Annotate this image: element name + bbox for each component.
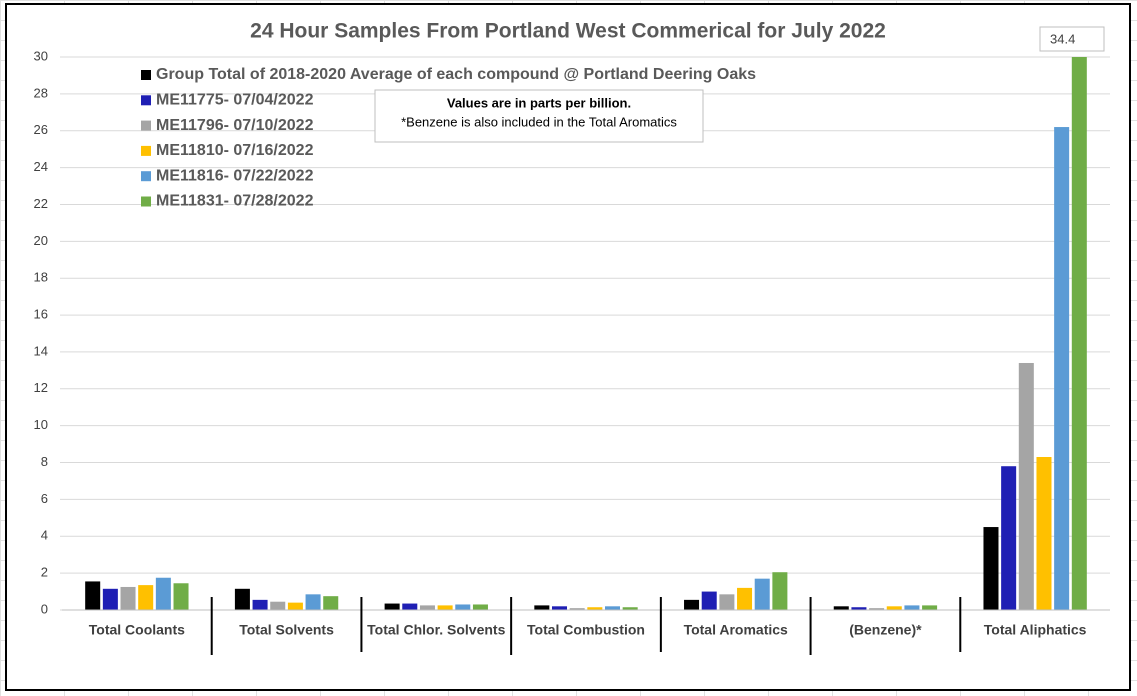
- y-tick-label: 12: [34, 380, 48, 395]
- y-tick-label: 16: [34, 307, 48, 322]
- y-tick-label: 22: [34, 196, 48, 211]
- bar: [604, 606, 621, 610]
- bar: [138, 585, 154, 610]
- bar: [983, 527, 999, 610]
- bar: [437, 605, 453, 610]
- bar: [1001, 466, 1017, 610]
- legend-swatch: [141, 120, 151, 131]
- bar: [886, 606, 902, 610]
- x-tick-label: Total Combustion: [527, 622, 645, 638]
- bar: [869, 608, 885, 610]
- bar: [1018, 362, 1034, 610]
- bar: [772, 572, 788, 610]
- legend-label: ME11796- 07/10/2022: [156, 117, 314, 134]
- bar: [102, 588, 118, 610]
- bar: [551, 606, 568, 610]
- legend-swatch: [141, 196, 151, 207]
- y-tick-label: 4: [41, 528, 48, 543]
- legend-label: Group Total of 2018-2020 Average of each…: [156, 66, 756, 83]
- y-tick-label: 14: [34, 343, 48, 358]
- bar: [701, 591, 717, 610]
- bar: [587, 607, 603, 610]
- legend-label: ME11775- 07/04/2022: [156, 92, 314, 109]
- data-label-box: [1039, 26, 1105, 52]
- bar: [252, 599, 268, 610]
- bar: [234, 588, 250, 610]
- bar: [155, 577, 171, 610]
- legend-swatch: [141, 95, 151, 106]
- legend-swatch: [141, 145, 151, 156]
- bar: [287, 602, 303, 610]
- bar: [833, 606, 849, 610]
- bar: [719, 594, 735, 610]
- bar: [569, 608, 585, 610]
- bar: [534, 605, 550, 610]
- bar: [173, 583, 189, 610]
- bar: [1036, 457, 1052, 610]
- bar: [754, 578, 770, 610]
- note-box: [374, 89, 704, 143]
- bar: [684, 599, 700, 610]
- bar: [85, 581, 101, 610]
- bar: [1071, 57, 1087, 610]
- data-label: 34.4: [1050, 31, 1075, 46]
- bar: [323, 596, 339, 610]
- note: *Benzene is also included in the Total A…: [401, 114, 677, 129]
- bar: [851, 607, 867, 610]
- legend-swatch: [141, 70, 151, 80]
- y-tick-label: 24: [34, 159, 48, 174]
- bar: [455, 604, 471, 610]
- y-tick-label: 10: [34, 417, 48, 432]
- y-tick-label: 2: [41, 565, 48, 580]
- x-tick-label: Total Aromatics: [684, 622, 788, 638]
- y-tick-label: 30: [34, 48, 48, 63]
- x-tick-label: Total Chlor. Solvents: [367, 622, 505, 638]
- legend-label: ME11816- 07/22/2022: [156, 167, 314, 184]
- chart-title: 24 Hour Samples From Portland West Comme…: [250, 20, 886, 43]
- bar: [922, 605, 938, 610]
- bar: [904, 605, 920, 610]
- y-tick-label: 8: [41, 454, 48, 469]
- y-tick-label: 0: [41, 601, 48, 616]
- y-tick-label: 6: [41, 491, 48, 506]
- bar: [384, 603, 400, 610]
- x-tick-label: Total Solvents: [239, 622, 334, 638]
- x-tick-label: Total Aliphatics: [984, 622, 1087, 638]
- note: Values are in parts per billion.: [447, 95, 631, 110]
- bar: [419, 605, 435, 610]
- x-tick-label: Total Coolants: [89, 622, 185, 638]
- y-tick-label: 26: [34, 122, 48, 137]
- bar: [305, 594, 321, 610]
- bar: [270, 601, 286, 610]
- bar: [622, 607, 638, 610]
- y-tick-label: 18: [34, 270, 48, 285]
- x-tick-label: (Benzene)*: [849, 622, 922, 638]
- y-tick-label: 20: [34, 233, 48, 248]
- bar: [737, 587, 753, 610]
- bar: [120, 586, 136, 610]
- legend-label: ME11810- 07/16/2022: [156, 142, 314, 159]
- y-tick-label: 28: [34, 85, 48, 100]
- bar: [472, 604, 488, 610]
- legend-label: ME11831- 07/28/2022: [156, 193, 314, 210]
- bar: [1054, 127, 1070, 610]
- bar: [402, 603, 418, 610]
- legend-swatch: [141, 171, 151, 182]
